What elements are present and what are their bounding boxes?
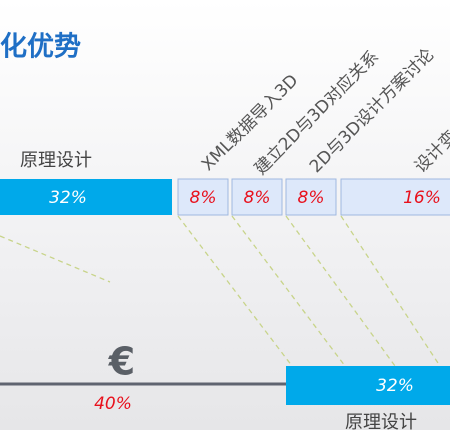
row-label: 原理设计 xyxy=(345,412,417,430)
value-label: 40% xyxy=(94,394,132,414)
title: 化优势 xyxy=(0,32,81,63)
row-label: 原理设计 xyxy=(20,150,92,171)
segment xyxy=(0,179,172,215)
segment-label: 8% xyxy=(298,188,325,208)
segment-label: 8% xyxy=(190,188,217,208)
connector xyxy=(231,215,346,367)
segment-label: 32% xyxy=(49,188,87,208)
segment-label: 8% xyxy=(244,188,271,208)
segment xyxy=(340,178,450,216)
connector xyxy=(340,215,441,367)
currency-symbol: € xyxy=(108,340,135,384)
segment xyxy=(286,366,450,405)
connectors xyxy=(0,215,441,367)
connector xyxy=(0,235,111,283)
segment xyxy=(231,178,283,216)
segment-label: 16% xyxy=(403,188,441,208)
segment xyxy=(285,178,337,216)
segment-label: 32% xyxy=(376,376,414,396)
connector xyxy=(177,215,293,367)
segment xyxy=(177,178,229,216)
connector xyxy=(285,215,396,367)
